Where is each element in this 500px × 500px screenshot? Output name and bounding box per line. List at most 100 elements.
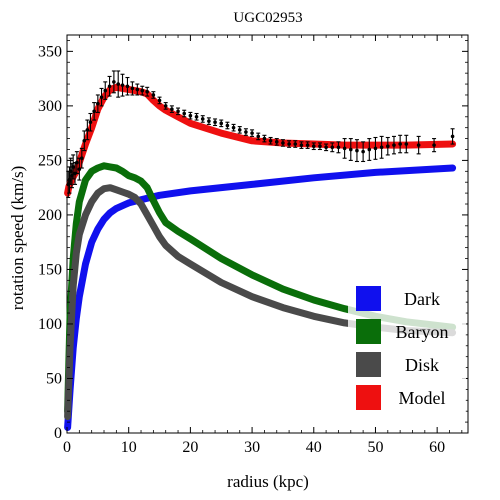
observed-point (74, 151, 79, 175)
observed-point (85, 119, 90, 141)
legend: Dark Baryon Disk Model (348, 276, 466, 416)
data-marker (213, 120, 217, 125)
observed-point (274, 138, 279, 146)
data-marker (386, 144, 390, 149)
legend-swatch-model (356, 385, 381, 410)
data-marker (80, 156, 84, 161)
series-line-dark (64, 164, 457, 431)
observed-point (188, 111, 193, 120)
observed-point (157, 96, 162, 105)
legend-swatch-dark (356, 286, 381, 311)
legend-label-baryon: Baryon (396, 322, 449, 342)
observed-point (385, 136, 390, 156)
y-tick-label: 300 (38, 98, 62, 115)
observed-point (176, 107, 181, 116)
data-marker (367, 147, 372, 152)
data-marker (116, 82, 121, 86)
data-marker (194, 114, 199, 119)
data-marker (361, 149, 365, 154)
observed-point (416, 135, 421, 155)
data-marker (96, 101, 100, 106)
observed-point (404, 134, 409, 154)
data-marker (450, 134, 455, 139)
y-axis-label: rotation speed (km/s) (8, 166, 27, 310)
data-marker (432, 143, 436, 147)
data-marker (82, 138, 87, 143)
data-marker (182, 111, 187, 116)
y-tick-label: 350 (38, 43, 62, 60)
observed-point (99, 87, 104, 107)
observed-point (432, 138, 437, 153)
legend-label-model: Model (399, 388, 446, 408)
observed-point (116, 70, 121, 98)
data-marker (163, 104, 168, 108)
x-tick-label: 0 (63, 439, 71, 456)
axis-ticks: 0 10 20 30 40 50 60 0 50 100 150 200 250 300 350 (38, 35, 468, 456)
observed-point (280, 139, 285, 147)
x-tick-label: 10 (121, 439, 137, 456)
data-marker (225, 123, 230, 128)
data-marker (348, 147, 353, 152)
data-marker (373, 146, 378, 151)
observed-point (206, 117, 211, 125)
data-marker (71, 165, 75, 169)
x-tick-label: 30 (244, 439, 260, 456)
observed-point (317, 142, 322, 151)
data-marker (99, 95, 104, 99)
observed-point (200, 115, 205, 123)
data-marker (244, 130, 248, 134)
y-tick-label: 200 (38, 207, 62, 224)
observed-point (107, 75, 112, 97)
data-marker (287, 142, 291, 146)
y-tick-label: 0 (54, 425, 62, 442)
data-marker (299, 143, 304, 147)
legend-swatch-baryon (356, 319, 381, 344)
observed-point (293, 140, 298, 148)
data-marker (75, 160, 79, 165)
data-marker (120, 83, 125, 87)
observed-point (311, 142, 316, 151)
data-marker (305, 143, 310, 147)
observed-data (66, 70, 455, 199)
observed-point (373, 136, 378, 160)
observed-point (250, 129, 255, 137)
data-marker (416, 143, 421, 147)
data-marker (250, 131, 254, 135)
data-marker (274, 140, 279, 144)
data-marker (262, 136, 267, 141)
observed-point (82, 130, 87, 152)
observed-point (151, 91, 156, 99)
y-tick-label: 250 (38, 152, 62, 169)
data-marker (135, 87, 140, 92)
observed-point (95, 94, 100, 113)
data-marker (237, 128, 242, 132)
data-marker (293, 142, 298, 146)
series-line-disk (64, 184, 457, 421)
observed-point (135, 83, 140, 96)
data-marker (268, 138, 273, 143)
data-marker (200, 117, 205, 121)
observed-point (262, 134, 267, 143)
observed-point (140, 85, 145, 96)
data-marker (355, 148, 359, 153)
observed-point (182, 109, 187, 118)
observed-point (125, 76, 130, 96)
data-marker (330, 145, 335, 150)
x-tick-label: 20 (182, 439, 198, 456)
observed-point (305, 141, 310, 149)
data-marker (404, 142, 409, 146)
data-marker (85, 128, 90, 132)
observed-point (450, 128, 455, 145)
y-tick-label: 50 (46, 370, 62, 387)
observed-point (336, 141, 341, 154)
observed-point (111, 70, 116, 94)
legend-label-disk: Disk (405, 355, 439, 375)
data-marker (207, 119, 211, 123)
observed-point (256, 132, 261, 141)
observed-point (213, 118, 218, 127)
observed-point (194, 112, 199, 121)
data-marker (324, 145, 328, 150)
observed-point (243, 128, 248, 136)
data-marker (157, 98, 162, 103)
